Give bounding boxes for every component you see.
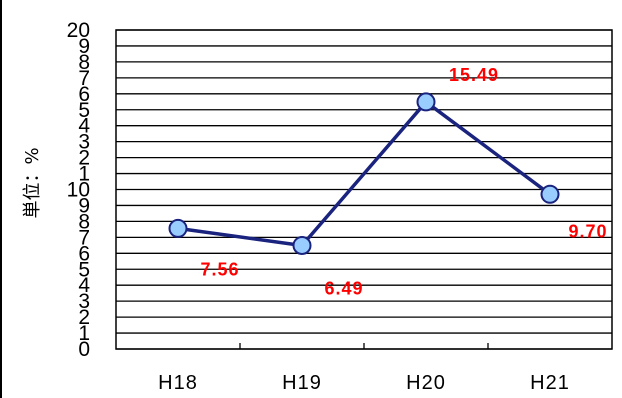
- y-tick-label: 20: [67, 19, 90, 42]
- data-label: 6.49: [324, 278, 363, 298]
- y-tick-label: 7: [78, 67, 90, 90]
- y-tick-label: 5: [78, 258, 90, 281]
- y-tick-label: 1: [78, 322, 90, 345]
- x-tick-label: H21: [530, 372, 570, 394]
- y-tick-label: 8: [78, 210, 90, 233]
- y-tick-label: 6: [78, 83, 90, 106]
- data-label: 7.56: [200, 259, 239, 279]
- data-point: [540, 184, 560, 204]
- y-tick-label: 2: [78, 306, 90, 329]
- y-tick-label: 4: [78, 274, 90, 297]
- y-tick-label: 9: [78, 35, 90, 58]
- x-tick-label: H19: [282, 372, 322, 394]
- data-label: 15.49: [449, 65, 499, 85]
- y-axis-label: 単位：%: [22, 147, 43, 218]
- data-point: [168, 218, 188, 238]
- y-tick-label: 5: [78, 99, 90, 122]
- y-tick-label: 9: [78, 194, 90, 217]
- y-tick-label: 2: [78, 147, 90, 170]
- data-labels: 7.56 6.49 15.49 9.70: [200, 65, 607, 299]
- x-tick-label: H20: [406, 372, 446, 394]
- y-tick-label: 3: [78, 290, 90, 313]
- x-tick-label: H18: [158, 372, 198, 394]
- y-tick-label: 10: [67, 179, 90, 202]
- y-tick-label: 4: [78, 115, 90, 138]
- series-line: [177, 100, 552, 248]
- y-tick-label: 1: [78, 163, 90, 186]
- series-line-group: [177, 100, 552, 248]
- y-tick-label: 8: [78, 51, 90, 74]
- y-tick-label: 3: [78, 131, 90, 154]
- y-tick-label: 0: [78, 338, 90, 361]
- data-point: [416, 92, 436, 112]
- gridlines: [115, 29, 613, 350]
- y-tick-label: 7: [78, 226, 90, 249]
- data-point: [292, 235, 312, 255]
- x-tick-labels: H18 H19 H20 H21: [158, 372, 570, 394]
- data-label: 9.70: [568, 221, 607, 241]
- y-tick-label: 6: [78, 242, 90, 265]
- data-points: [168, 92, 560, 255]
